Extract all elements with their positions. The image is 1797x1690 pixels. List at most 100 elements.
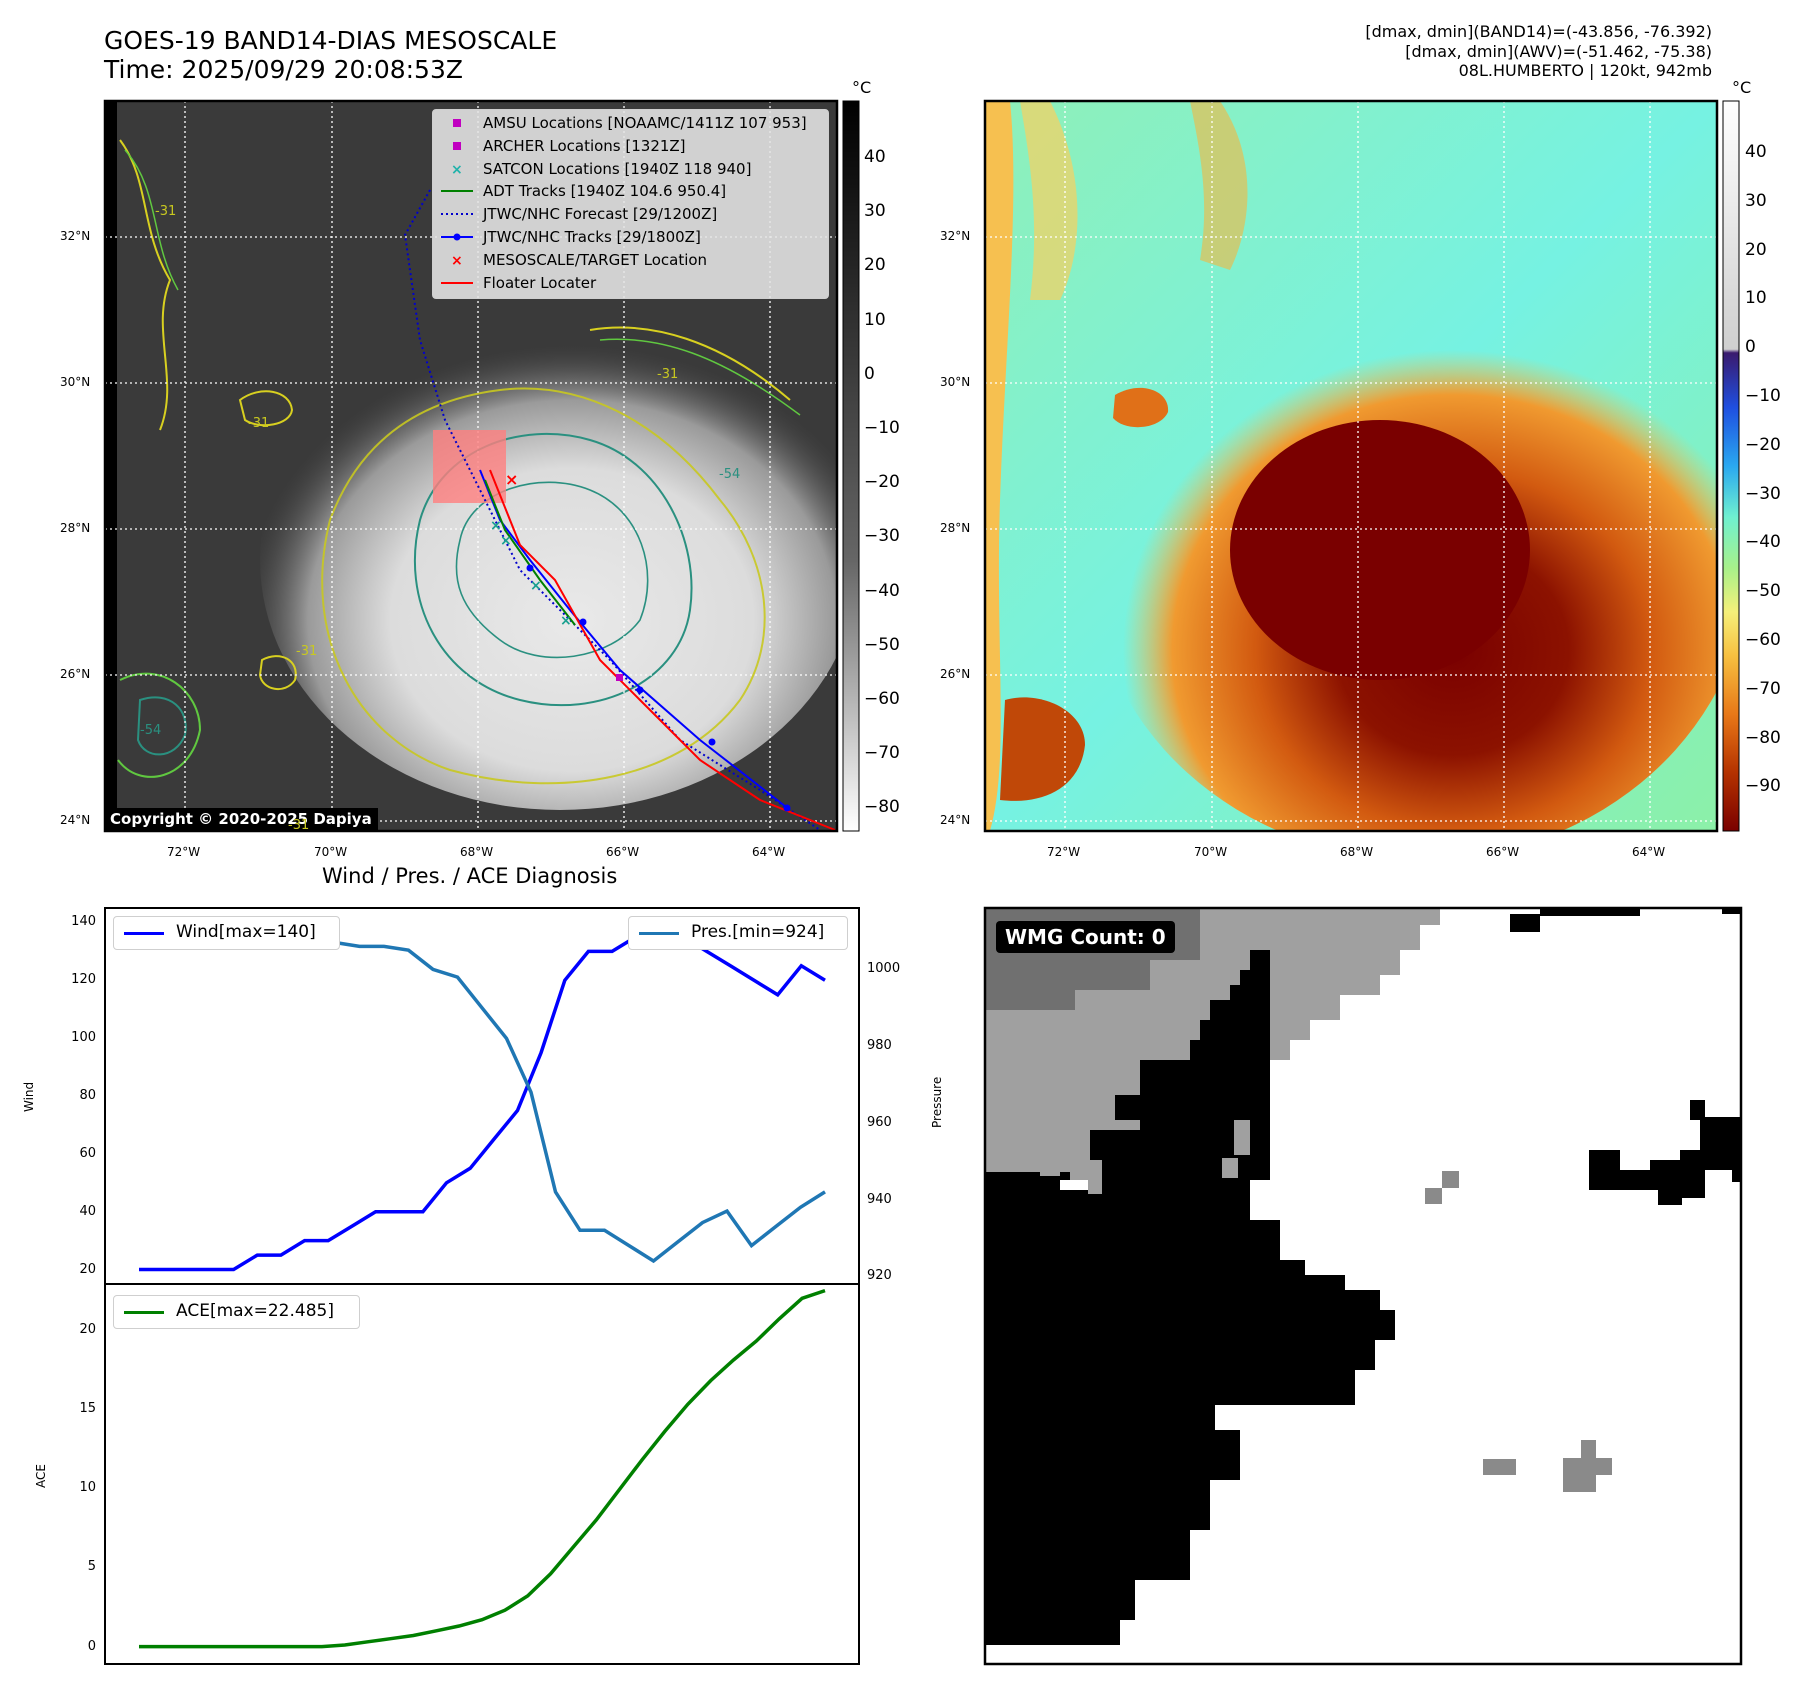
- awv-lat-tick: 32°N: [940, 229, 971, 243]
- wind-axis-label: Wind: [22, 1081, 36, 1112]
- ace-axis-label: ACE: [34, 1464, 48, 1488]
- copyright-badge: Copyright © 2020-2025 Dapiya: [104, 808, 378, 830]
- awv-colorbar-tick: 0: [1745, 337, 1756, 358]
- wind-tick-label: 20: [79, 1261, 96, 1277]
- ace-tick-label: 10: [79, 1480, 96, 1496]
- ace-series-line: [139, 1288, 826, 1649]
- ir-colorbar-tick: 0: [864, 363, 875, 384]
- svg-text:×: ×: [560, 613, 572, 629]
- pressure-legend-label: Pres.[min=924]: [691, 922, 825, 942]
- awv-lon-tick: 70°W: [1194, 845, 1228, 859]
- ir-lon-tick: 64°W: [752, 845, 786, 859]
- ir-colorbar-tick: −50: [864, 634, 900, 655]
- ir-legend: AMSU Locations [NOAAMC/1411Z 107 953] ARC…: [432, 109, 829, 299]
- legend-marker-icon: [453, 141, 461, 150]
- ir-colorbar-tick: 30: [864, 201, 886, 222]
- contour-label: -31: [296, 644, 318, 659]
- pressure-tick-label: 940: [867, 1191, 892, 1207]
- svg-text:×: ×: [451, 162, 463, 178]
- pressure-tick-label: 920: [867, 1268, 892, 1284]
- ace-tick-label: 0: [87, 1638, 96, 1654]
- awv-lon-tick: 72°W: [1047, 845, 1081, 859]
- contour-label: -54: [719, 467, 741, 482]
- contour-label: -54: [140, 723, 162, 738]
- awv-colorbar-tick: −40: [1745, 532, 1781, 553]
- pressure-tick-label: 980: [867, 1038, 892, 1054]
- awv-colorbar-tick: 30: [1745, 190, 1767, 211]
- ir-lat-tick: 30°N: [60, 375, 91, 389]
- awv-colorbar-tick: 20: [1745, 239, 1767, 260]
- stats-storm: 08L.HUMBERTO | 120kt, 942mb: [1458, 61, 1712, 80]
- ace-legend-swatch: [124, 1311, 164, 1314]
- svg-text:×: ×: [451, 253, 463, 269]
- ace-plot: [139, 1288, 826, 1649]
- legend-label: MESOSCALE/TARGET Location: [483, 250, 708, 269]
- ir-colorbar: [842, 100, 860, 832]
- awv-colorbar-tick: −60: [1745, 630, 1781, 650]
- ace-tick-label: 20: [79, 1321, 96, 1337]
- ace-frame: [104, 1283, 860, 1665]
- awv-gridlines: [985, 101, 1717, 831]
- ir-lon-tick: 70°W: [314, 845, 348, 859]
- legend-label: ADT Tracks [1940Z 104.6 950.4]: [483, 182, 727, 201]
- adt-track: [484, 479, 576, 626]
- floater-box: [433, 430, 506, 503]
- ir-colorbar-tick: −60: [864, 689, 900, 709]
- ir-colorbar-tick: 40: [864, 147, 886, 167]
- ir-colorbar-tick: 10: [864, 309, 886, 330]
- pressure-legend-swatch: [639, 932, 679, 935]
- pressure-axis-label: Pressure: [930, 1076, 944, 1128]
- pressure-tick-label: 960: [867, 1114, 892, 1130]
- awv-lon-tick: 66°W: [1486, 845, 1520, 859]
- amsu-marker: [616, 674, 623, 681]
- ir-lon-tick: 66°W: [606, 845, 640, 859]
- wmg-frame: [983, 906, 1743, 1666]
- svg-text:×: ×: [530, 578, 542, 594]
- wmg-count-badge: WMG Count: 0: [996, 921, 1175, 953]
- track-dots: [526, 564, 791, 812]
- legend-label: AMSU Locations [NOAAMC/1411Z 107 953]: [483, 114, 807, 132]
- pressure-legend: Pres.[min=924]: [628, 916, 848, 950]
- ace-legend-label: ACE[max=22.485]: [176, 1301, 334, 1321]
- legend-marker-icon: [441, 233, 473, 241]
- awv-colorbar-tick: −50: [1745, 581, 1781, 602]
- ace-tick-label: 5: [87, 1559, 96, 1575]
- awv-colorbar-tick: 40: [1745, 142, 1767, 162]
- wind-series-line: [139, 920, 826, 1272]
- contour-label: -31: [248, 416, 270, 431]
- legend-marker-icon: ×: [451, 162, 463, 178]
- wmg-image: [985, 908, 1741, 1664]
- ir-colorbar-tick: −40: [864, 580, 900, 601]
- pressure-tick-label: 1000: [867, 961, 901, 977]
- awv-lat-tick: 28°N: [940, 521, 971, 535]
- legend-label: JTWC/NHC Tracks [29/1800Z]: [483, 228, 701, 246]
- ir-lat-tick: 26°N: [60, 667, 91, 681]
- wind-tick-label: 140: [71, 914, 96, 930]
- wind-legend: Wind[max=140]: [113, 916, 340, 950]
- title-satellite: GOES-19 BAND14-DIAS MESOSCALE: [104, 26, 558, 55]
- awv-colorbar-unit: °C: [1732, 78, 1752, 97]
- awv-lat-tick: 26°N: [940, 667, 971, 681]
- ir-lat-tick: 24°N: [60, 813, 91, 827]
- stats-band14: [dmax, dmin](BAND14)=(-43.856, -76.392): [1365, 22, 1712, 41]
- ir-colorbar-tick: −10: [864, 418, 900, 438]
- target-marker: ×: [505, 470, 518, 489]
- awv-image: [985, 101, 1717, 831]
- ir-lon-tick: 72°W: [167, 845, 201, 859]
- contour-label: -31: [657, 367, 679, 382]
- legend-label: Floater Locater: [483, 273, 597, 292]
- contour-label: -31: [288, 818, 310, 833]
- wind-tick-label: 80: [79, 1088, 96, 1103]
- svg-text:×: ×: [490, 518, 502, 534]
- title-time: Time: 2025/09/29 20:08:53Z: [104, 55, 463, 84]
- awv-colorbar-tick: −20: [1745, 434, 1781, 455]
- awv-colorbar-tick: −70: [1745, 678, 1781, 699]
- awv-lat-tick: 24°N: [940, 813, 971, 827]
- legend-label: JTWC/NHC Forecast [29/1200Z]: [483, 205, 718, 224]
- ir-lat-tick: 28°N: [60, 521, 91, 535]
- ir-colorbar-tick: −80: [864, 797, 900, 818]
- ir-frame: [103, 99, 839, 833]
- ir-colorbar-tick: −70: [864, 743, 900, 764]
- contour-label: -31: [155, 204, 177, 219]
